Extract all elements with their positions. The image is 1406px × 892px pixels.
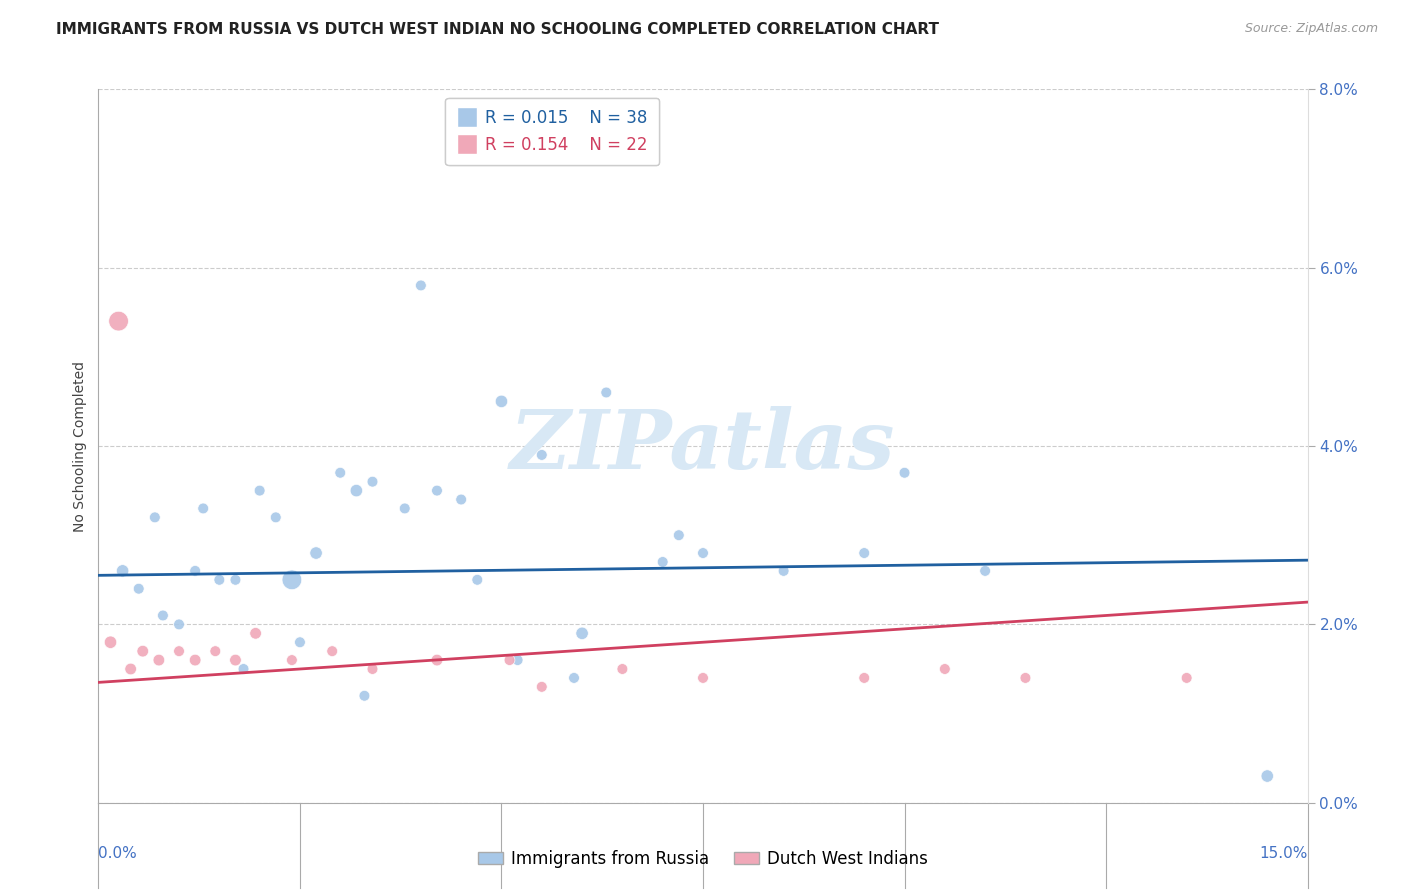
Point (305, 546, 328, 560)
Text: IMMIGRANTS FROM RUSSIA VS DUTCH WEST INDIAN NO SCHOOLING COMPLETED CORRELATION C: IMMIGRANTS FROM RUSSIA VS DUTCH WEST IND… (56, 22, 939, 37)
Point (692, 546, 714, 560)
Point (107, 314, 129, 328)
Point (167, 617, 190, 632)
Point (184, 564, 207, 578)
Point (132, 644, 155, 658)
Point (498, 653, 520, 667)
Point (974, 564, 997, 578)
Point (152, 608, 174, 623)
Text: Source: ZipAtlas.com: Source: ZipAtlas.com (1244, 22, 1378, 36)
Point (148, 653, 170, 667)
Point (450, 492, 472, 507)
Point (224, 653, 246, 667)
Point (853, 546, 876, 560)
Point (562, 671, 585, 685)
Text: ZIPatlas: ZIPatlas (510, 406, 896, 486)
Point (120, 662, 142, 676)
Point (772, 564, 794, 578)
Point (361, 662, 384, 676)
Point (595, 385, 617, 400)
Point (204, 644, 226, 658)
Text: 15.0%: 15.0% (1260, 846, 1308, 861)
Point (893, 466, 915, 480)
Point (651, 555, 673, 569)
Point (571, 626, 593, 640)
Point (353, 689, 375, 703)
Point (506, 653, 529, 667)
Point (465, 573, 488, 587)
Point (245, 626, 267, 640)
Point (692, 671, 714, 685)
Point (249, 483, 271, 498)
Point (288, 635, 311, 649)
Point (426, 653, 449, 667)
Point (426, 483, 449, 498)
Point (344, 483, 367, 498)
Point (394, 501, 416, 516)
Point (232, 662, 254, 676)
Point (1175, 671, 1198, 685)
Point (281, 573, 304, 587)
Point (1256, 769, 1278, 783)
Point (934, 662, 956, 676)
Point (208, 573, 231, 587)
Point (321, 644, 343, 658)
Legend: R = 0.015    N = 38, R = 0.154    N = 22: R = 0.015 N = 38, R = 0.154 N = 22 (446, 97, 659, 165)
Point (224, 573, 246, 587)
Point (361, 475, 384, 489)
Point (193, 501, 215, 516)
Point (491, 394, 513, 409)
Point (281, 653, 304, 667)
Point (1014, 671, 1036, 685)
Point (184, 653, 207, 667)
Point (668, 528, 690, 542)
Point (853, 671, 876, 685)
Point (143, 510, 166, 524)
Point (612, 662, 634, 676)
Point (530, 448, 553, 462)
Point (128, 582, 150, 596)
Point (530, 680, 553, 694)
Point (264, 510, 287, 524)
Text: 0.0%: 0.0% (98, 846, 138, 861)
Point (100, 635, 122, 649)
Point (329, 466, 352, 480)
Point (167, 644, 190, 658)
Legend: Immigrants from Russia, Dutch West Indians: Immigrants from Russia, Dutch West India… (471, 844, 935, 875)
Point (111, 564, 134, 578)
Y-axis label: No Schooling Completed: No Schooling Completed (73, 360, 87, 532)
Point (409, 278, 432, 293)
